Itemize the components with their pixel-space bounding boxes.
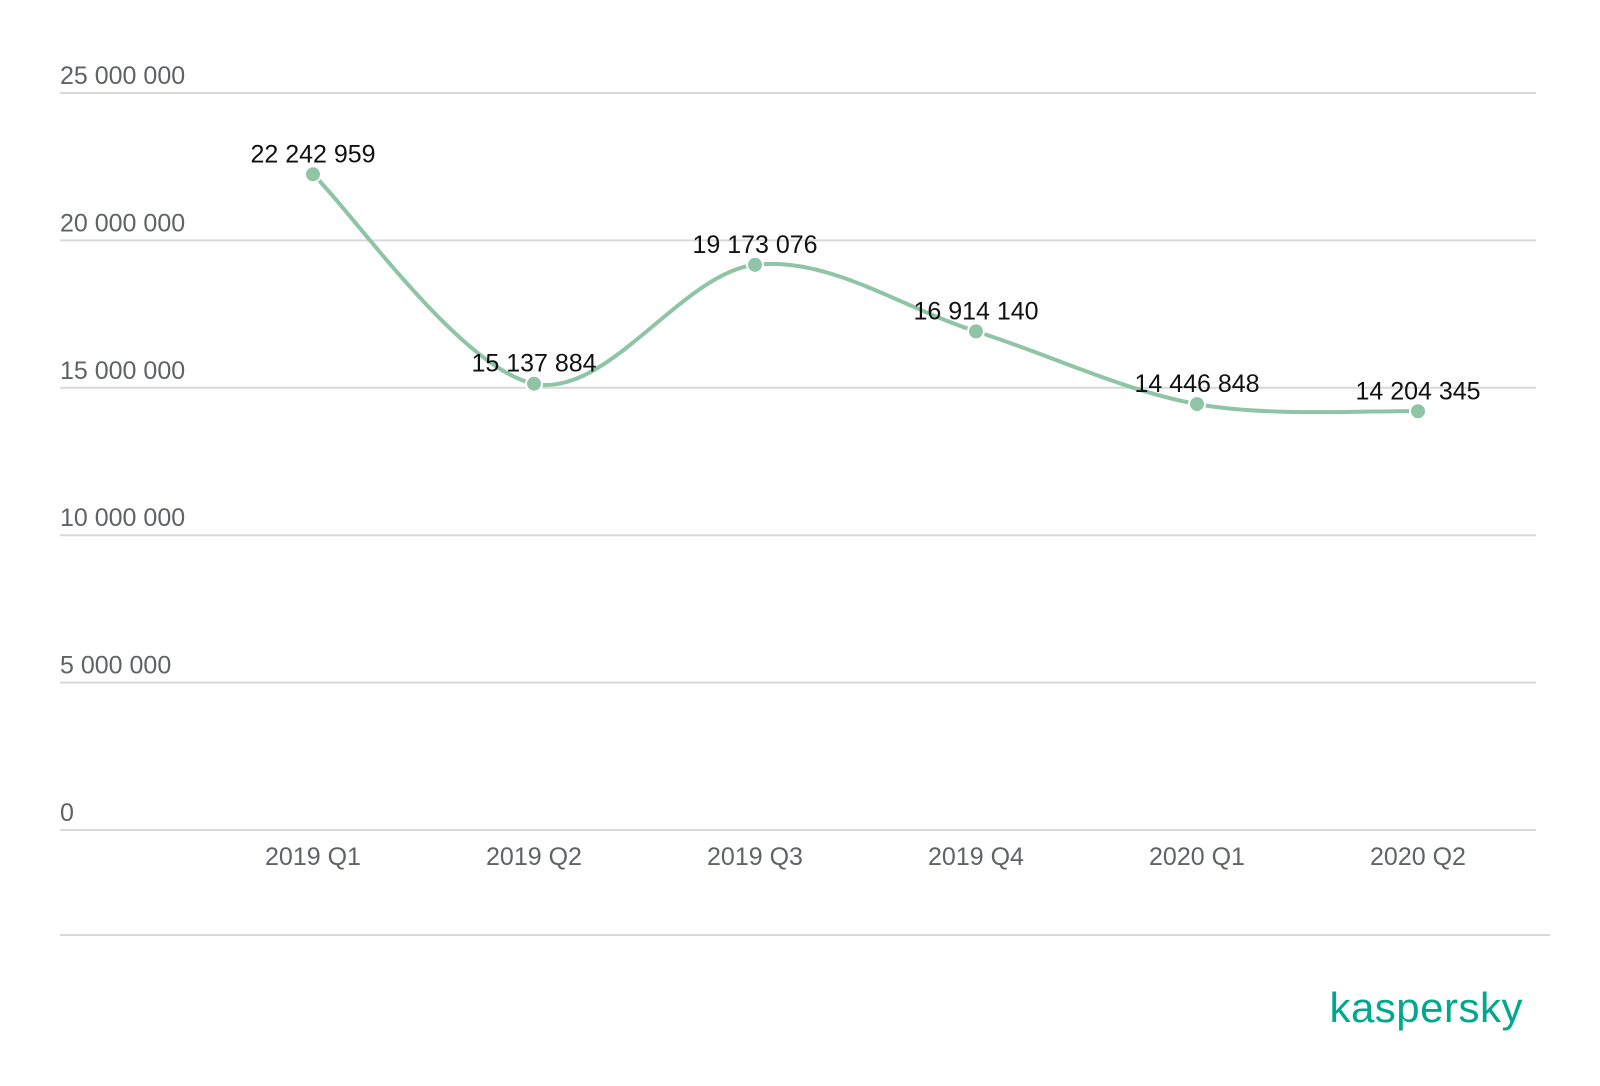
- x-category-label: 2019 Q1: [265, 843, 361, 871]
- data-point: [1409, 402, 1427, 421]
- y-axis-tick-labels: 0 5 000 000 10 000 000 15 000 000 20 000 000…: [60, 62, 185, 827]
- y-tick-label: 10 000 000: [60, 504, 185, 532]
- data-label: 14 446 848: [1134, 370, 1259, 398]
- data-label: 16 914 140: [913, 297, 1038, 325]
- data-labels: 22 242 959 15 137 884 19 173 076 16 914 140…: [250, 140, 1480, 405]
- data-label: 22 242 959: [250, 140, 375, 168]
- kaspersky-logo: kaspersky: [1329, 984, 1523, 1031]
- y-tick-label: 25 000 000: [60, 62, 185, 90]
- data-label: 15 137 884: [471, 350, 596, 378]
- grid-lines: [60, 92, 1536, 831]
- x-category-label: 2019 Q3: [707, 843, 803, 871]
- data-point: [1188, 395, 1206, 414]
- line-chart: 0 5 000 000 10 000 000 15 000 000 20 000 000…: [60, 62, 1536, 871]
- y-tick-label: 5 000 000: [60, 652, 171, 680]
- data-point: [746, 255, 764, 274]
- y-tick-label: 20 000 000: [60, 209, 185, 237]
- data-label: 19 173 076: [692, 231, 817, 259]
- data-point: [525, 374, 543, 393]
- x-category-label: 2020 Q1: [1149, 843, 1245, 871]
- data-point: [304, 165, 322, 184]
- x-category-label: 2020 Q2: [1370, 843, 1466, 871]
- y-tick-label: 0: [60, 799, 74, 827]
- y-tick-label: 15 000 000: [60, 357, 185, 385]
- data-point: [967, 322, 985, 341]
- footer-divider: [60, 934, 1550, 936]
- data-label: 14 204 345: [1355, 377, 1480, 405]
- series-points: [304, 165, 1427, 421]
- x-category-label: 2019 Q2: [486, 843, 582, 871]
- x-category-label: 2019 Q4: [928, 843, 1024, 871]
- x-axis-category-labels: 2019 Q1 2019 Q2 2019 Q3 2019 Q4 2020 Q1 2020 …: [265, 843, 1466, 871]
